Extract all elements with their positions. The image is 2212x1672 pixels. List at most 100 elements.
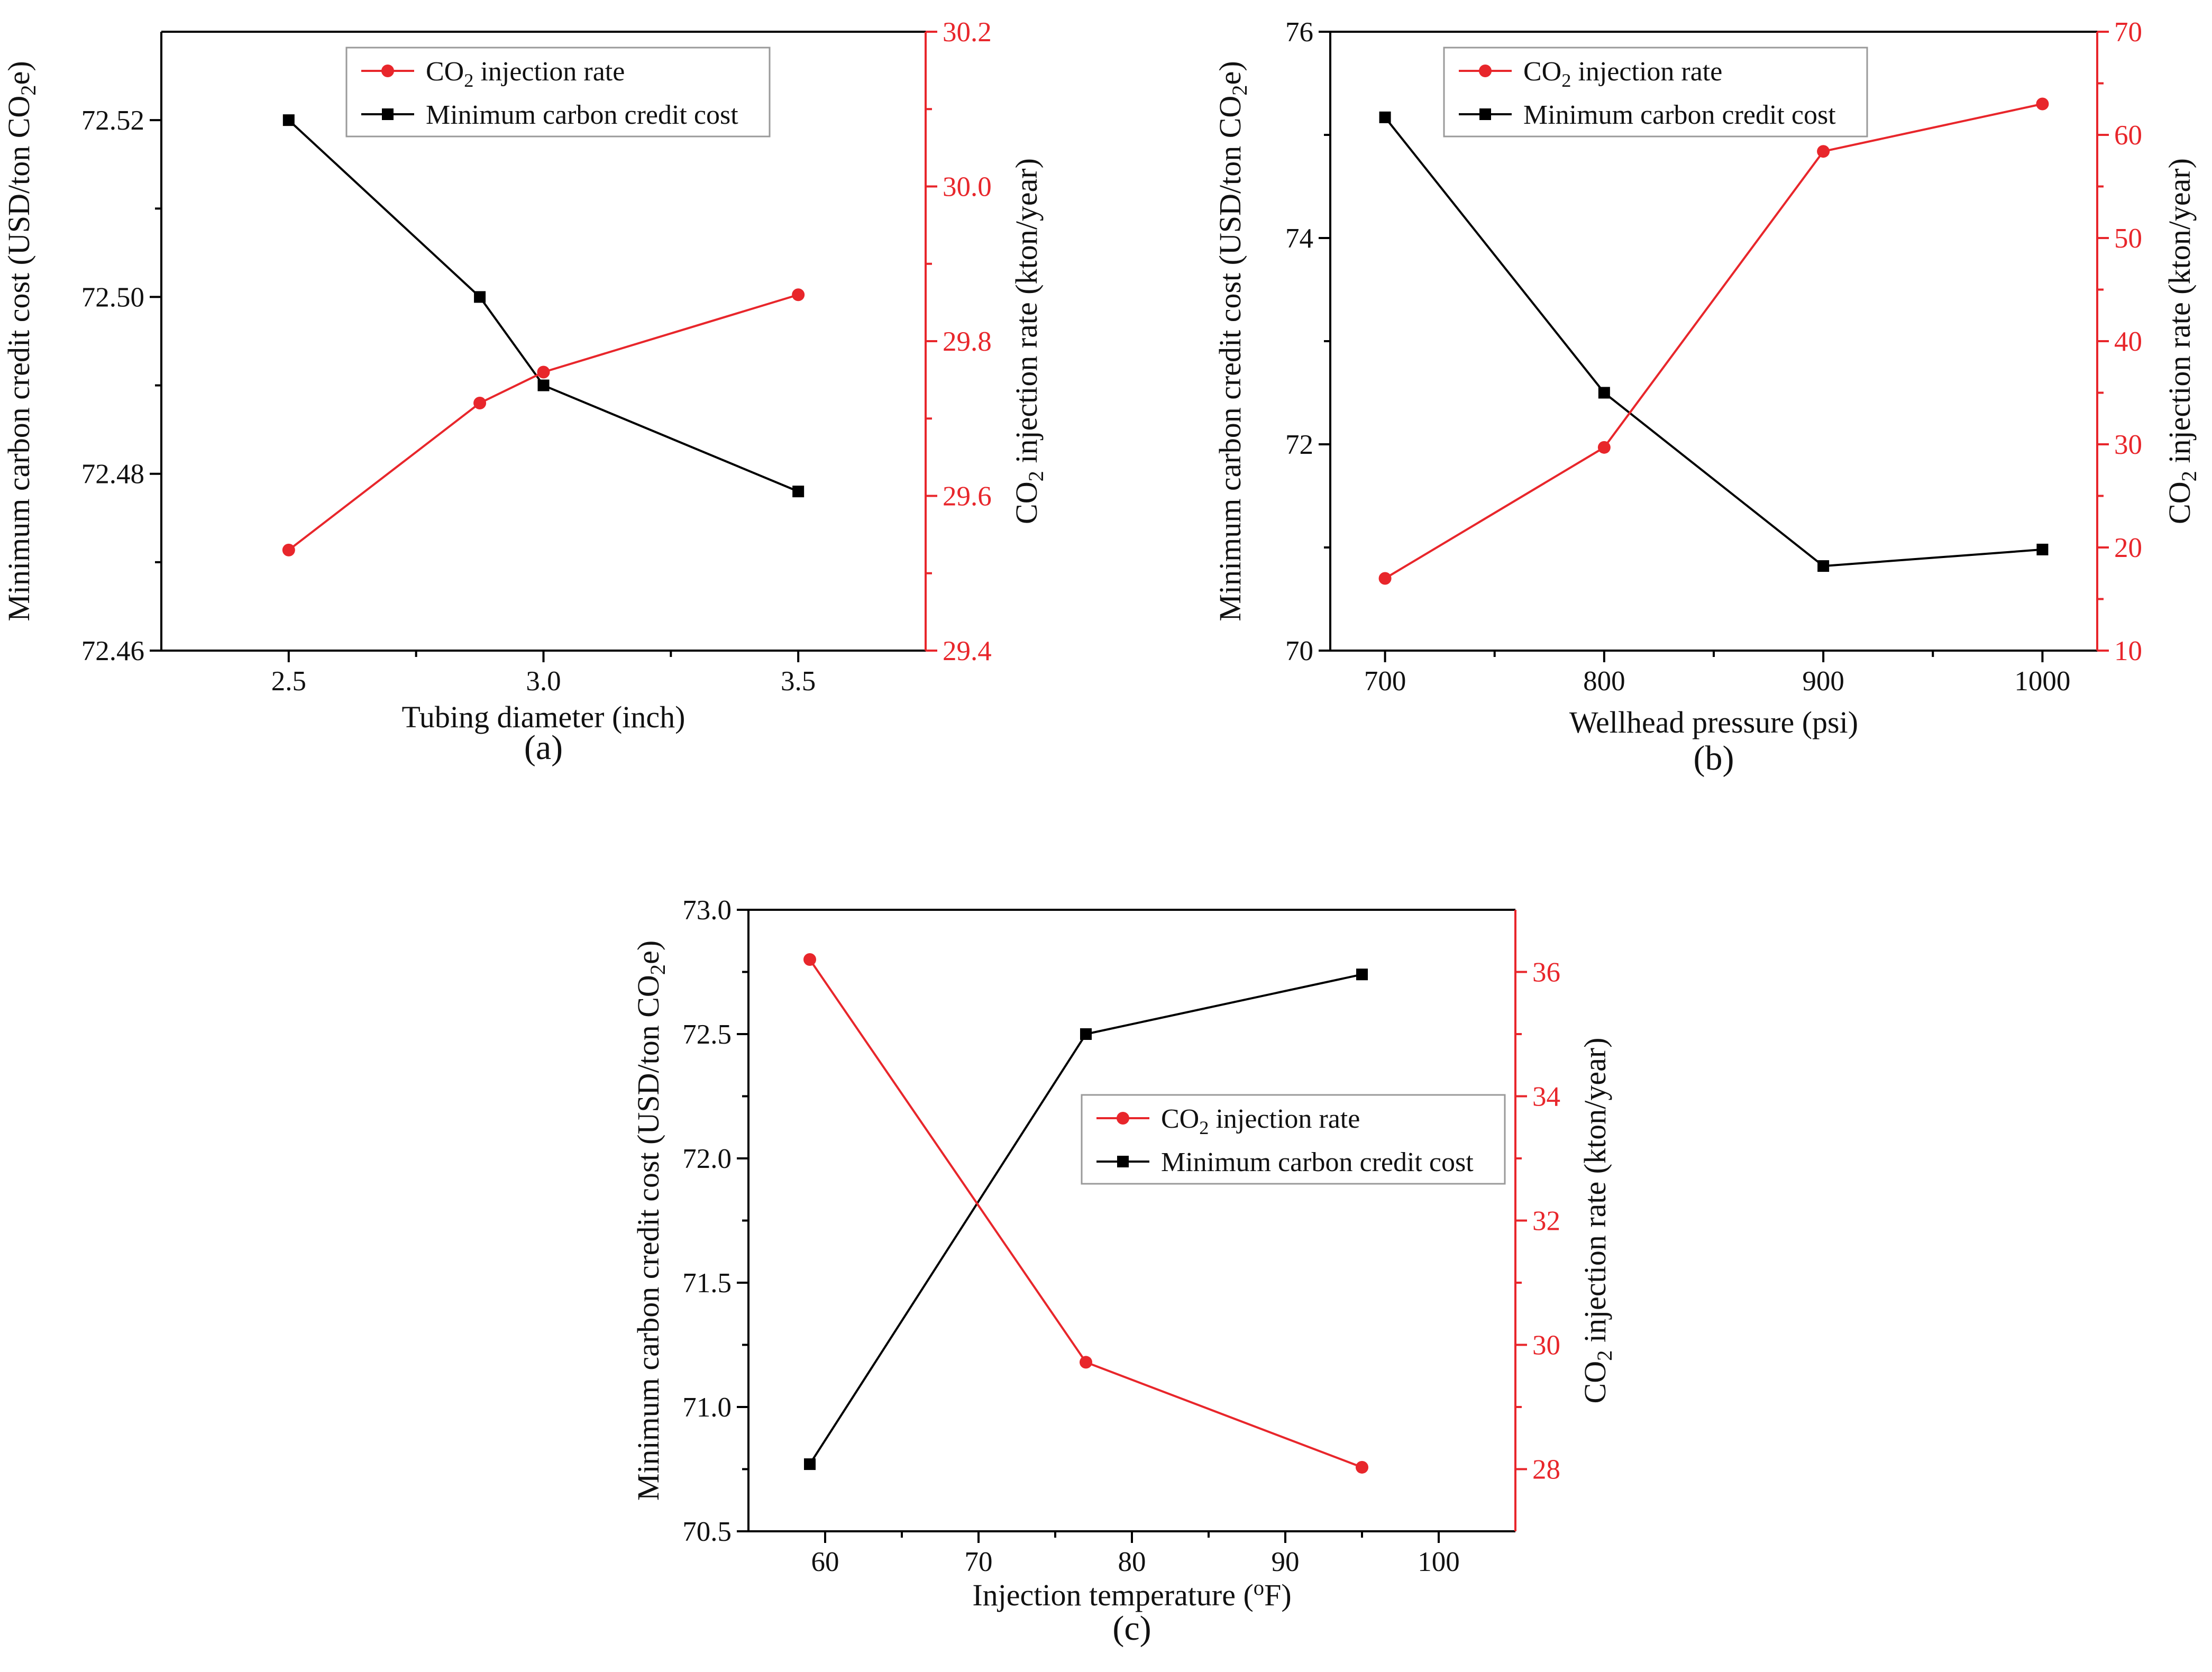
data-point-min-cost	[1817, 560, 1830, 572]
x-tick-label: 60	[811, 1547, 839, 1577]
y-left-axis-title: Minimum carbon credit cost (USD/ton CO2​…	[2, 61, 40, 621]
y-left-tick-label: 72.0	[682, 1144, 732, 1174]
x-tick-label: 800	[1583, 666, 1625, 697]
x-axis-title: Tubing diameter (inch)	[402, 700, 685, 734]
legend-label: Minimum carbon credit cost	[1523, 100, 1836, 130]
y-left-tick-label: 72	[1285, 430, 1313, 460]
y-right-tick-label: 60	[2114, 120, 2142, 151]
legend: CO2​ injection rate Minimum carbon credit…	[1443, 47, 1868, 138]
data-point-min-cost	[1598, 387, 1610, 399]
y-left-tick-label: 71.0	[682, 1392, 732, 1423]
legend-marker-circle	[1479, 65, 1492, 77]
data-point-co2-rate	[1817, 145, 1830, 158]
y-left-tick-label: 76	[1285, 17, 1313, 48]
chart-panel-b: 700 800 900 1000 70 72 74 76 10 20 30 40 50 60 70 Wellh…	[1213, 17, 2201, 778]
panel-caption: (a)	[524, 728, 563, 767]
y-right-tick-label: 50	[2114, 223, 2142, 254]
legend-marker-circle	[381, 65, 394, 77]
legend-label: CO2​ injection rate	[1161, 1104, 1360, 1138]
series-line-min-cost	[1384, 116, 2043, 568]
y-left-tick-label: 70.5	[682, 1516, 732, 1547]
data-point-min-cost	[804, 1458, 816, 1470]
panel-caption: (c)	[1112, 1609, 1151, 1648]
y-left-tick-label: 72.48	[81, 459, 144, 490]
y-right-tick-label: 29.6	[943, 481, 992, 512]
x-tick-label: 900	[1802, 666, 1844, 697]
y-left-tick-label: 73.0	[682, 895, 732, 926]
y-left-axis-title: Minimum carbon credit cost (USD/ton CO2​…	[631, 940, 670, 1501]
data-point-co2-rate	[282, 543, 295, 556]
data-point-min-cost	[2036, 543, 2049, 555]
legend-label: Minimum carbon credit cost	[426, 100, 738, 130]
y-right-axis-title: CO2​ injection rate (kton/year)	[1578, 1038, 1616, 1404]
y-right-tick-label: 10	[2114, 636, 2142, 666]
data-point-co2-rate	[803, 953, 816, 966]
legend-box	[345, 47, 771, 138]
data-point-co2-rate	[792, 288, 805, 301]
data-point-co2-rate	[1597, 441, 1611, 454]
legend: CO2​ injection rate Minimum carbon credit…	[1081, 1094, 1506, 1185]
y-right-tick-label: 30.2	[943, 17, 992, 48]
x-tick-label: 700	[1364, 666, 1406, 697]
data-point-min-cost	[1356, 969, 1368, 981]
y-left-tick-label: 72.50	[81, 282, 144, 313]
x-axis-title: Injection temperature (oF)	[972, 1576, 1291, 1612]
x-tick-label: 100	[1418, 1547, 1460, 1577]
y-left-tick-label: 72.5	[682, 1019, 732, 1050]
data-point-min-cost	[792, 486, 805, 498]
data-point-co2-rate	[1378, 572, 1392, 585]
legend-marker-square	[1117, 1156, 1129, 1167]
series-line-min-cost	[288, 119, 799, 492]
x-tick-label: 3.0	[526, 666, 561, 697]
legend-label: CO2​ injection rate	[426, 57, 625, 91]
data-point-co2-rate	[473, 397, 487, 409]
y-right-tick-label: 30	[2114, 430, 2142, 460]
y-right-tick-label: 20	[2114, 533, 2142, 563]
series-line-co2-rate	[1384, 103, 2043, 580]
data-point-min-cost	[282, 114, 295, 126]
y-right-axis-title: CO2​ injection rate (kton/year)	[1009, 158, 1048, 524]
y-right-axis-title: CO2​ injection rate (kton/year)	[2162, 158, 2201, 524]
y-right-tick-label: 29.8	[943, 326, 992, 357]
legend-box	[1443, 47, 1868, 138]
y-right-tick-label: 40	[2114, 326, 2142, 357]
legend-marker-square	[1479, 108, 1491, 120]
legend-marker-circle	[1117, 1112, 1129, 1125]
data-point-co2-rate	[537, 366, 550, 379]
y-left-tick-label: 72.46	[81, 636, 144, 666]
x-tick-label: 2.5	[271, 666, 306, 697]
x-tick-label: 1000	[2014, 666, 2070, 697]
x-axis-title: Wellhead pressure (psi)	[1569, 705, 1858, 739]
y-right-tick-label: 30	[1532, 1330, 1560, 1361]
x-tick-label: 3.5	[781, 666, 816, 697]
data-point-min-cost	[537, 379, 550, 391]
series-line-co2-rate	[288, 294, 799, 551]
y-right-tick-label: 30.0	[943, 172, 992, 203]
x-tick-label: 90	[1272, 1547, 1300, 1577]
legend-label: CO2​ injection rate	[1523, 57, 1722, 91]
x-tick-label: 70	[965, 1547, 993, 1577]
data-point-co2-rate	[1080, 1356, 1092, 1369]
y-right-tick-label: 36	[1532, 957, 1560, 988]
data-point-min-cost	[1080, 1028, 1092, 1040]
y-left-axis-title: Minimum carbon credit cost (USD/ton CO2​…	[1213, 61, 1251, 621]
legend: CO2​ injection rate Minimum carbon credit…	[345, 47, 771, 138]
data-point-min-cost	[1379, 111, 1391, 123]
data-point-min-cost	[474, 291, 486, 303]
chart-panel-c: 60 70 80 90 100 70.5 71.0 71.5 72.0 72.5 73.0 28 30 3…	[631, 895, 1616, 1648]
x-tick-label: 80	[1118, 1547, 1146, 1577]
data-point-co2-rate	[1356, 1460, 1368, 1474]
legend-box	[1081, 1094, 1506, 1185]
y-right-tick-label: 29.4	[943, 636, 992, 666]
y-left-tick-label: 74	[1285, 223, 1313, 254]
legend-marker-square	[382, 108, 394, 120]
y-right-tick-label: 28	[1532, 1455, 1560, 1485]
data-point-co2-rate	[2036, 97, 2049, 111]
y-right-tick-label: 34	[1532, 1082, 1560, 1112]
y-right-tick-label: 32	[1532, 1206, 1560, 1237]
y-right-tick-label: 70	[2114, 17, 2142, 48]
y-left-tick-label: 71.5	[682, 1268, 732, 1299]
panel-caption: (b)	[1694, 739, 1734, 778]
legend-label: Minimum carbon credit cost	[1161, 1147, 1474, 1177]
